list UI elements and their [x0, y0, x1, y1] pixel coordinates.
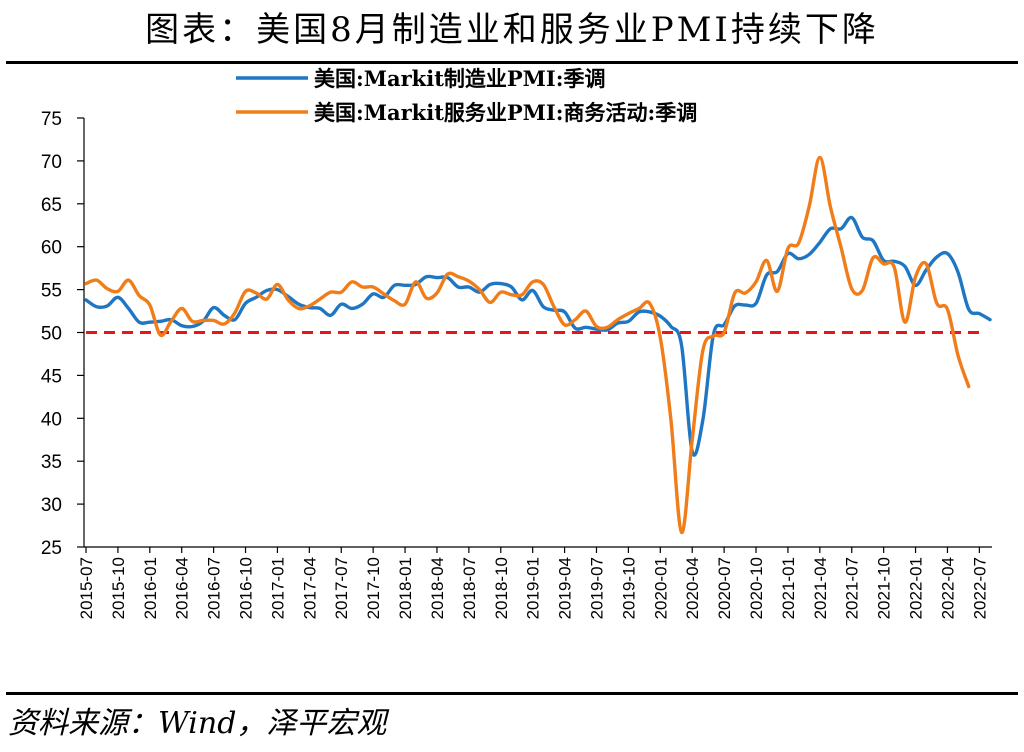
- x-tick-label: 2020-04: [683, 557, 702, 619]
- y-tick-label: 25: [41, 538, 62, 559]
- x-tick-label: 2021-04: [811, 557, 830, 619]
- y-tick-label: 35: [41, 452, 62, 473]
- x-tick-label: 2017-07: [332, 557, 351, 619]
- x-axis: 2015-07 2015-10 2016-01 2016-04 2016-07 2016-…: [77, 546, 992, 619]
- x-tick-label: 2017-04: [300, 557, 319, 619]
- y-tick-label: 40: [41, 409, 62, 430]
- top-rule: [6, 61, 1018, 64]
- x-tick-label: 2021-10: [875, 557, 894, 619]
- y-tick-label: 50: [41, 324, 62, 345]
- x-tick-label: 2022-07: [970, 557, 989, 619]
- legend-label: 美国:Markit制造业PMI:季调: [314, 66, 606, 91]
- legend: 美国:Markit制造业PMI:季调美国:Markit服务业PMI:商务活动:季…: [236, 66, 697, 125]
- x-tick-label: 2016-10: [237, 557, 256, 619]
- x-tick-label: 2019-10: [619, 557, 638, 619]
- x-tick-label: 2017-10: [364, 557, 383, 619]
- x-tick-label: 2019-07: [587, 557, 606, 619]
- x-tick-label: 2021-07: [843, 557, 862, 619]
- y-axis: 25 30 35 40 45 50 55 60 65 70 75: [41, 109, 85, 559]
- manufacturing-pmi-line: [84, 215, 992, 457]
- page-title: 图表：美国8月制造业和服务业PMI持续下降: [145, 10, 879, 50]
- x-tick-label: 2020-01: [651, 557, 670, 619]
- x-tick-label: 2015-10: [109, 557, 128, 619]
- x-tick-label: 2017-01: [268, 557, 287, 619]
- y-tick-label: 65: [41, 195, 62, 216]
- y-tick-label: 45: [41, 366, 62, 387]
- y-tick-label: 55: [41, 281, 62, 302]
- x-tick-label: 2022-01: [907, 557, 926, 619]
- x-tick-label: 2016-07: [205, 557, 224, 619]
- pmi-line-chart: 美国:Markit制造业PMI:季调美国:Markit服务业PMI:商务活动:季…: [41, 66, 992, 619]
- x-tick-label: 2018-07: [460, 557, 479, 619]
- x-tick-label: 2016-04: [173, 557, 192, 619]
- x-tick-label: 2018-01: [396, 557, 415, 619]
- x-tick-label: 2022-04: [938, 557, 957, 619]
- x-tick-label: 2018-10: [492, 557, 511, 619]
- x-tick-label: 2018-04: [428, 557, 447, 619]
- x-tick-label: 2020-07: [715, 557, 734, 619]
- x-tick-label: 2020-10: [747, 557, 766, 619]
- y-tick-label: 60: [41, 238, 62, 259]
- y-tick-label: 75: [41, 109, 62, 130]
- y-tick-label: 70: [41, 152, 62, 173]
- source-note: 资料来源：Wind，泽平宏观: [8, 706, 387, 741]
- legend-label: 美国:Markit服务业PMI:商务活动:季调: [314, 100, 697, 125]
- y-tick-label: 30: [41, 495, 62, 516]
- services-pmi-line: [84, 155, 971, 535]
- x-tick-label: 2021-01: [779, 557, 798, 619]
- x-tick-label: 2016-01: [141, 557, 160, 619]
- series-lines: [84, 155, 992, 535]
- x-tick-label: 2015-07: [77, 557, 96, 619]
- x-tick-label: 2019-01: [524, 557, 543, 619]
- x-tick-label: 2019-04: [556, 557, 575, 619]
- bottom-rule: [6, 692, 1018, 695]
